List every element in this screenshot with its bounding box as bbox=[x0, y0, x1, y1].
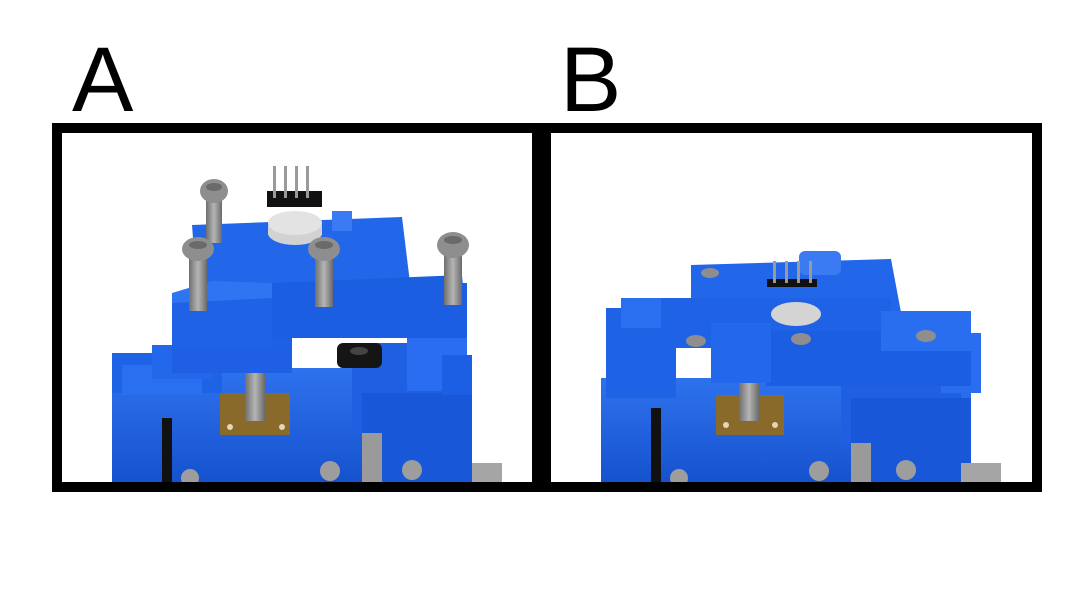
screw-head-icon bbox=[791, 333, 811, 345]
screw-front-left bbox=[182, 237, 214, 311]
screw-head-icon bbox=[701, 268, 719, 278]
base-screw-head-icon bbox=[809, 461, 829, 481]
screw-head-icon bbox=[686, 335, 706, 347]
panel-a-render bbox=[112, 166, 502, 482]
screw-back-left bbox=[200, 179, 228, 243]
panel-label-a: A bbox=[72, 29, 134, 131]
base-assembly bbox=[601, 298, 1001, 482]
screw-right bbox=[437, 232, 469, 305]
panel-label-b: B bbox=[560, 29, 622, 131]
panel-b-render bbox=[601, 251, 1001, 482]
screw-center bbox=[308, 237, 340, 307]
screw-head-icon bbox=[916, 330, 936, 342]
base-screw-head-icon bbox=[181, 469, 199, 482]
top-plate bbox=[661, 251, 971, 386]
base-screw-head-icon bbox=[670, 469, 688, 482]
base-screw-head-icon bbox=[320, 461, 340, 481]
base-assembly bbox=[112, 331, 502, 482]
panel-b-frame bbox=[541, 123, 1042, 492]
pin-header bbox=[767, 261, 817, 287]
panel-a-frame bbox=[52, 123, 542, 492]
black-holder bbox=[337, 343, 382, 368]
pin-header bbox=[267, 166, 322, 207]
disc-icon bbox=[771, 302, 821, 326]
base-screw-head-icon bbox=[896, 460, 916, 480]
base-screw-head-icon bbox=[402, 460, 422, 480]
